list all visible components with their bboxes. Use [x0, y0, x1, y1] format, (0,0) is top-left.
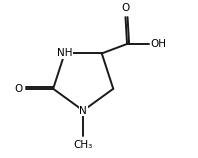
Text: NH: NH: [57, 49, 72, 58]
Text: N: N: [79, 106, 87, 116]
Text: OH: OH: [151, 39, 167, 49]
Text: O: O: [121, 3, 130, 13]
Text: CH₃: CH₃: [74, 140, 93, 150]
Text: O: O: [14, 84, 22, 94]
